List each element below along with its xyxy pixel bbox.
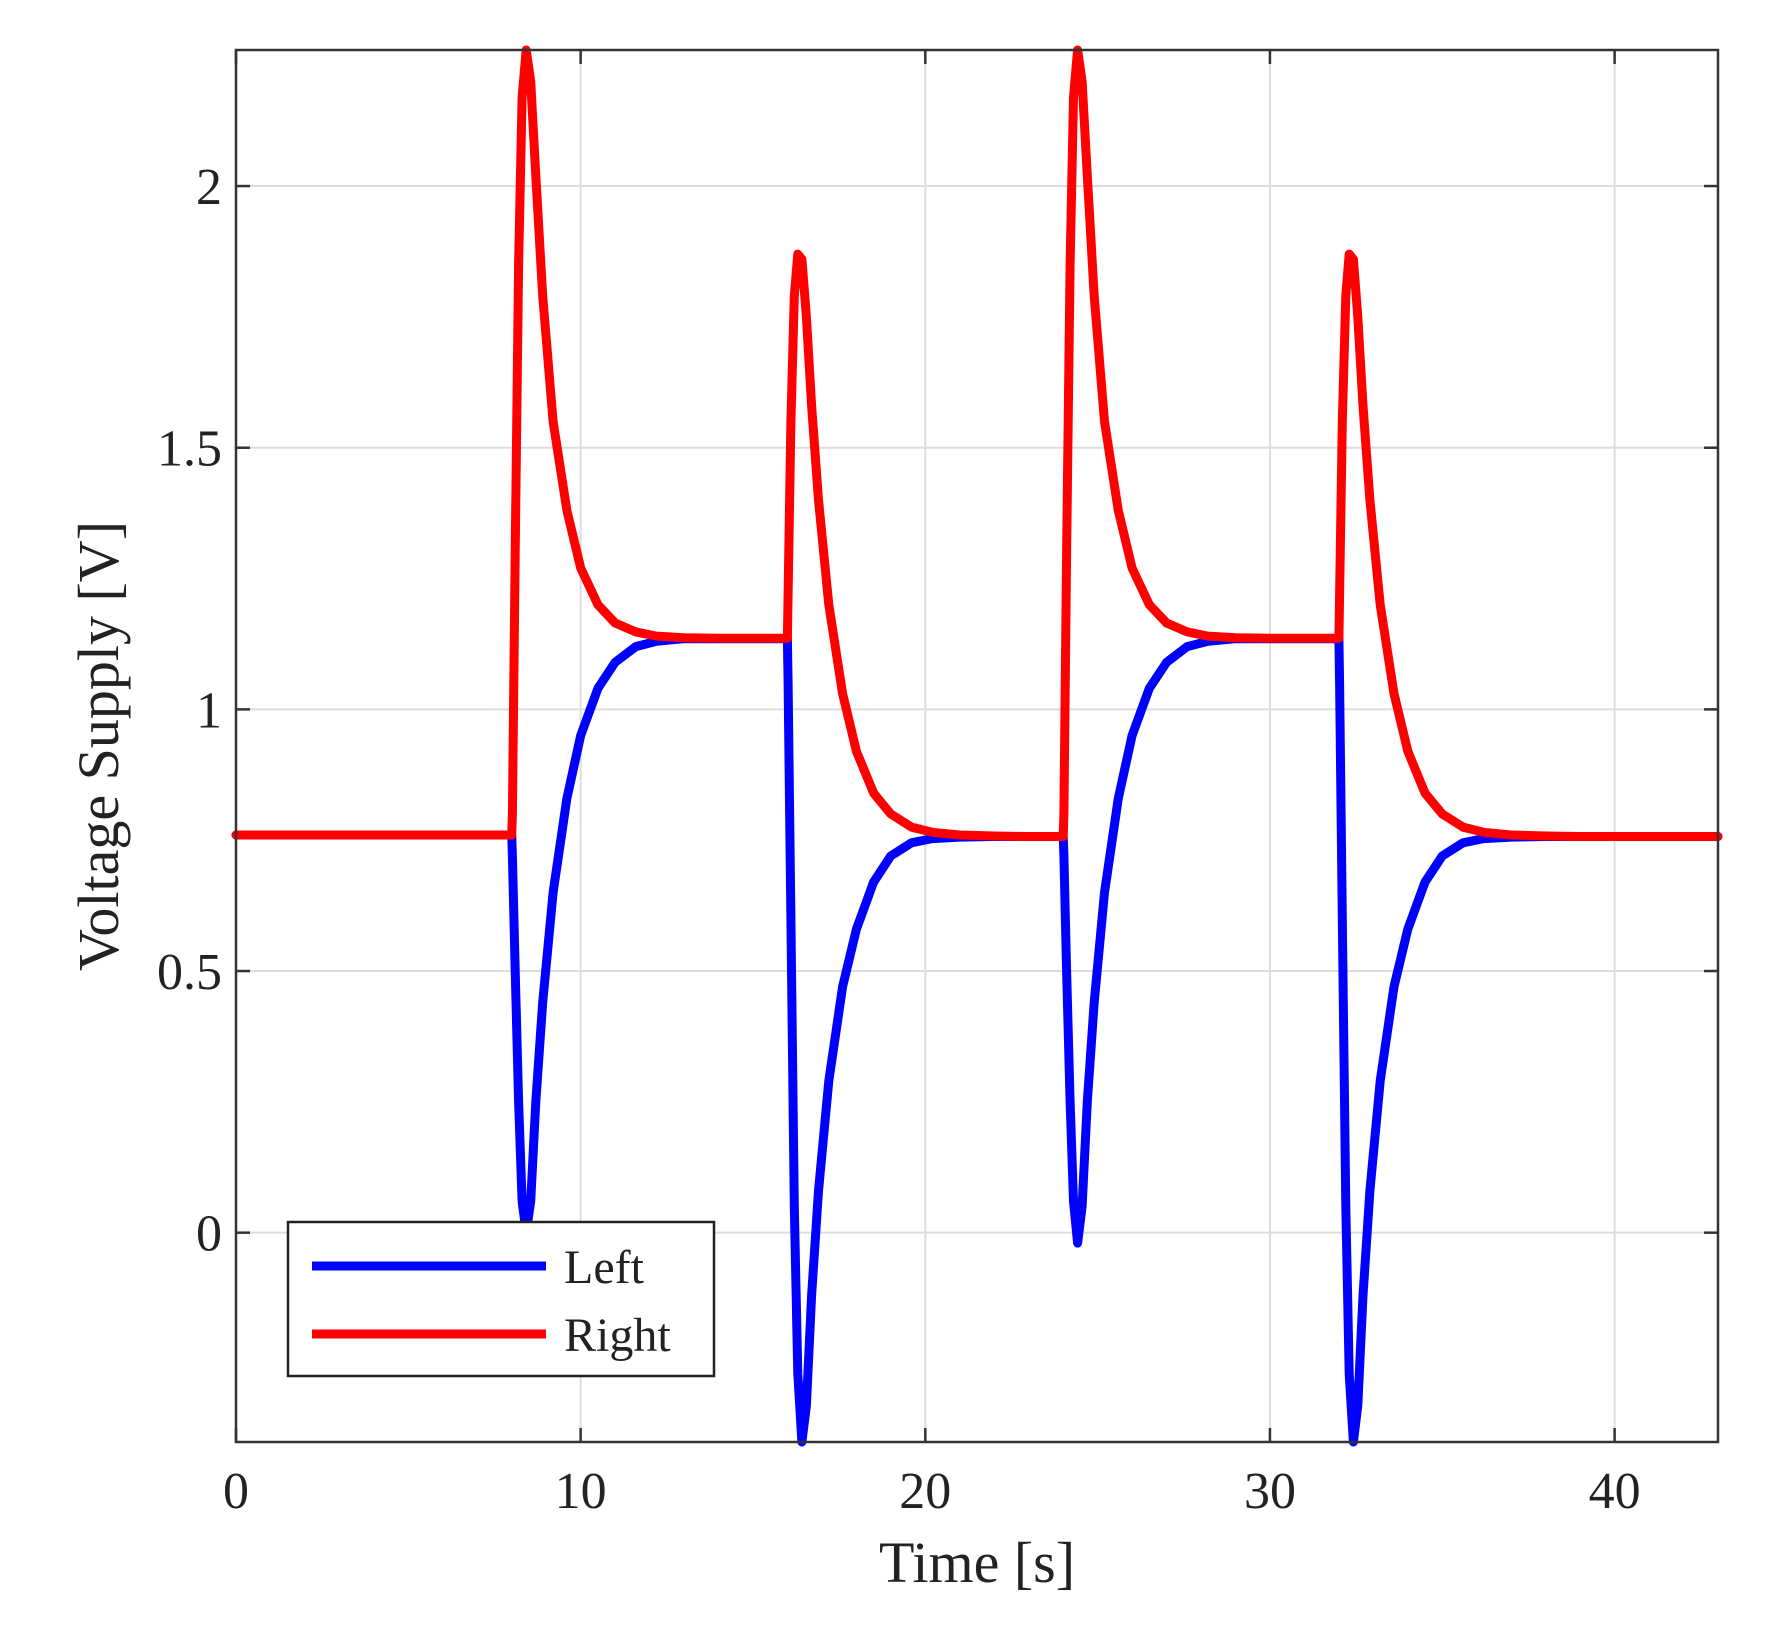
x-tick-label: 30 <box>1244 1463 1296 1520</box>
plot-area-frame <box>234 48 1720 1444</box>
x-tick-label: 0 <box>223 1463 249 1520</box>
x-tick-label: 40 <box>1589 1463 1641 1520</box>
x-tick-label: 20 <box>899 1463 951 1520</box>
legend-label-left: Left <box>564 1241 645 1294</box>
axis-ticks <box>234 50 1718 1442</box>
series-line-right <box>231 45 1723 841</box>
x-axis-label: Time [s] <box>879 1530 1075 1595</box>
legend-label-right: Right <box>564 1309 671 1362</box>
y-axis-label: Voltage Supply [V] <box>66 521 131 971</box>
legend: Left Right <box>286 1220 716 1378</box>
y-tick-label: 2 <box>196 159 222 216</box>
series-lines <box>231 45 1723 1447</box>
legend-box <box>286 1220 716 1378</box>
y-axis-tick-labels: 0 0.5 1 1.5 2 <box>157 159 222 1263</box>
y-tick-label: 1 <box>196 682 222 739</box>
x-axis-tick-labels: 0 10 20 30 40 <box>223 1463 1641 1520</box>
x-tick-label: 10 <box>555 1463 607 1520</box>
y-tick-label: 0 <box>196 1206 222 1263</box>
y-tick-label: 0.5 <box>157 944 222 1001</box>
y-tick-label: 1.5 <box>157 421 222 478</box>
